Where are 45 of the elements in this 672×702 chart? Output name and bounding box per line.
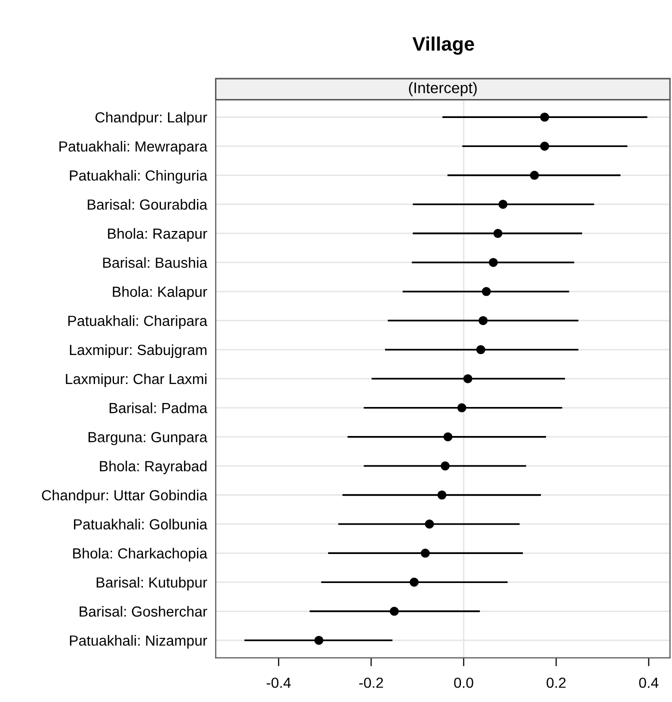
chart-title: Village (412, 36, 474, 55)
point (476, 345, 486, 354)
y-tick-label: Chandpur: Lalpur (95, 112, 208, 126)
y-tick-label: Patuakhali: Charipara (68, 315, 208, 329)
x-tick-label: 0.0 (454, 678, 474, 688)
y-tick-label: Laxmipur: Char Laxmi (66, 373, 206, 388)
point (493, 228, 502, 238)
y-tick-label: Bhola: Kalapur (112, 286, 208, 300)
point (478, 316, 488, 326)
point (390, 606, 399, 616)
y-tick-label: Bhola: Razapur (108, 228, 208, 242)
y-tick-label: Patuakhali: Mewrapara (59, 140, 208, 154)
x-tick-label: 0.4 (639, 678, 658, 688)
point (437, 490, 446, 500)
y-tick-label: Laxmipur: Sabujgram (70, 344, 206, 358)
y-tick-label: Patuakhali: Golbunia (74, 518, 208, 530)
y-tick-label: Barisal: Kutubpur (96, 576, 208, 591)
point (420, 548, 430, 558)
y-tick-label: Patuakhali: Chinguria (70, 170, 208, 184)
y-tick-label: Barisal: Gourabdia (88, 199, 208, 210)
point (540, 112, 550, 122)
y-tick-label: Barguna: Gunpara (88, 432, 208, 446)
point (540, 142, 550, 151)
x-tick-label: -0.2 (359, 678, 383, 688)
point (410, 578, 419, 587)
x-tick-label: 0.2 (546, 678, 566, 688)
y-tick-label: Barisal: Baushia (103, 257, 208, 268)
point (314, 636, 324, 645)
point (424, 520, 434, 529)
point (463, 374, 472, 384)
y-tick-label: Bhola: Rayrabad (100, 460, 206, 474)
point (488, 258, 498, 267)
point (530, 170, 539, 180)
point (498, 200, 508, 209)
point (440, 461, 450, 470)
y-tick-label: Barisal: Padma (110, 402, 208, 414)
y-tick-label: Patuakhali: Nizampur (70, 635, 208, 649)
point (443, 432, 452, 442)
y-tick-label: Barisal: Gosherchar (80, 606, 208, 617)
y-tick-label: Chandpur: Uttar Gobindia (42, 490, 208, 504)
point (482, 287, 491, 296)
point (457, 403, 466, 412)
y-tick-label: Bhola: Charkachopia (73, 548, 208, 562)
chart-subtitle: (Intercept) (408, 82, 477, 96)
x-tick-label: -0.4 (266, 678, 291, 688)
